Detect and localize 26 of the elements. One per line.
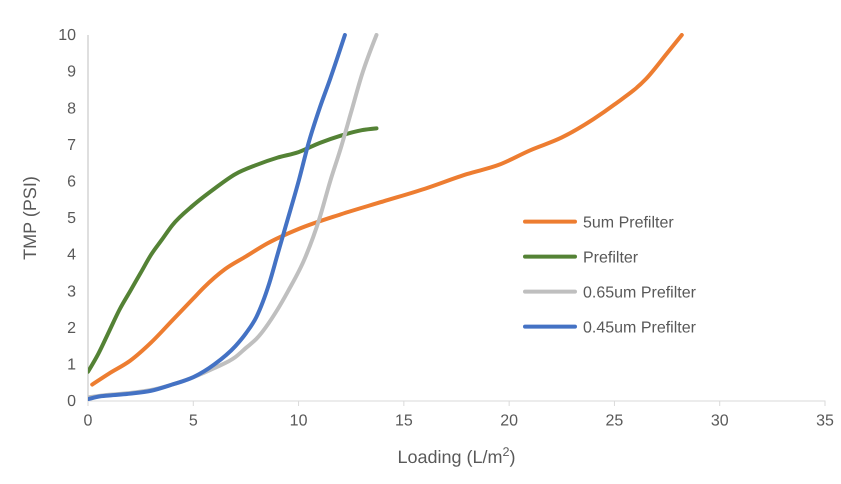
- x-tick-label: 35: [816, 412, 834, 430]
- x-tick-label: 5: [188, 412, 198, 430]
- x-tick-label: 10: [290, 412, 308, 430]
- y-tick-label: 7: [67, 136, 76, 154]
- y-tick-label: 6: [67, 174, 76, 191]
- y-tick-label: 9: [67, 64, 76, 81]
- y-tick-label: 4: [67, 246, 76, 264]
- legend-label: Prefilter: [583, 249, 639, 266]
- x-axis-title: Loading (L/m$^{2}$): [397, 445, 516, 467]
- x-tick-label: 25: [606, 412, 624, 430]
- y-axis-title: TMP (PSI): [20, 176, 40, 260]
- y-tick-label: 8: [67, 100, 76, 118]
- y-tick-label: 2: [67, 320, 76, 337]
- y-tick-label: 1: [67, 356, 76, 374]
- x-tick-label: 20: [500, 412, 518, 430]
- x-tick-label: 0: [84, 412, 93, 430]
- y-tick-label: 5: [67, 210, 76, 228]
- legend-label: 0.65um Prefilter: [583, 284, 697, 302]
- line-series: [88, 126, 378, 374]
- y-tick-label: 10: [58, 27, 76, 44]
- legend-label: 5um Prefilter: [583, 214, 674, 232]
- legend-label: 0.45um Prefilter: [583, 319, 697, 336]
- x-tick-label: 15: [394, 412, 413, 430]
- y-tick-label: 3: [67, 283, 76, 300]
- y-tick-label: 0: [67, 393, 76, 410]
- x-tick-label: 30: [710, 412, 729, 430]
